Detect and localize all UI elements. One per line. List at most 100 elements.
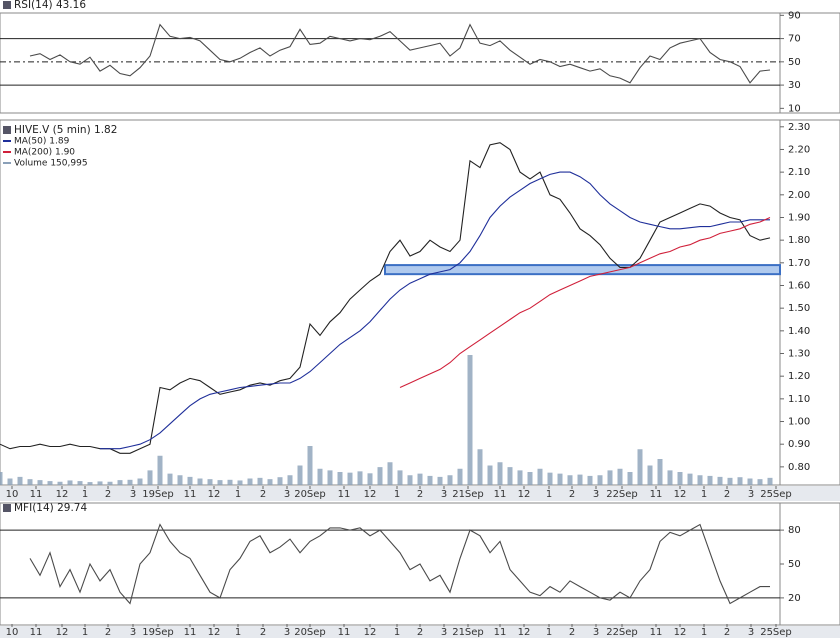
volume-bar <box>677 472 683 485</box>
panel-title: MFI(14) 29.74 <box>14 502 87 514</box>
x-tick-label: 22Sep <box>606 489 638 500</box>
y-tick-label: 1.00 <box>788 417 810 428</box>
x-tick-label: 12 <box>208 627 221 638</box>
x-tick-label: 25Sep <box>760 627 792 638</box>
x-tick-label: 22Sep <box>606 627 638 638</box>
volume-bar <box>437 476 443 485</box>
volume-bar <box>737 477 743 485</box>
volume-bar <box>447 475 453 485</box>
series-line <box>0 142 771 454</box>
title-icon <box>3 126 11 134</box>
y-tick-label: 1.70 <box>788 258 810 269</box>
x-tick-label: 3 <box>593 627 599 638</box>
x-tick-label: 19Sep <box>142 489 174 500</box>
x-axis-band <box>0 626 840 638</box>
x-tick-label: 1 <box>394 489 400 500</box>
x-tick-label: 12 <box>518 489 531 500</box>
x-tick-label: 3 <box>130 627 136 638</box>
volume-bar <box>187 476 193 485</box>
volume-bar <box>487 465 493 485</box>
series-line <box>29 523 770 605</box>
x-tick-label: 2 <box>417 489 423 500</box>
volume-bar <box>637 449 643 485</box>
x-tick-label: 2 <box>569 489 575 500</box>
x-tick-label: 11 <box>338 489 351 500</box>
x-tick-label: 20Sep <box>294 489 326 500</box>
volume-bar <box>227 479 233 485</box>
volume-bar <box>257 477 263 485</box>
volume-bar <box>217 480 223 485</box>
x-tick-label: 2 <box>417 627 423 638</box>
volume-bar <box>467 355 473 485</box>
x-tick-label: 10 <box>6 489 19 500</box>
x-tick-label: 3 <box>130 489 136 500</box>
volume-bar <box>547 472 553 485</box>
y-tick-label: 1.20 <box>788 371 810 382</box>
volume-bar <box>37 480 43 485</box>
title-icon <box>3 504 11 512</box>
highlight-band <box>384 264 781 276</box>
x-tick-label: 12 <box>56 489 69 500</box>
volume-bar <box>7 478 13 485</box>
volume-bar <box>627 472 633 485</box>
volume-bar <box>757 479 763 485</box>
x-tick-label: 20Sep <box>294 627 326 638</box>
panel-title: HIVE.V (5 min) 1.82 <box>14 124 117 136</box>
volume-bar <box>607 470 613 485</box>
volume-bar <box>237 480 243 485</box>
y-tick-label: 70 <box>788 34 801 45</box>
volume-bar <box>87 482 93 485</box>
y-tick-label: 1.10 <box>788 394 810 405</box>
x-tick-label: 12 <box>364 489 377 500</box>
volume-bar <box>377 467 383 485</box>
x-tick-label: 21Sep <box>452 489 484 500</box>
series-line <box>399 216 771 389</box>
y-tick-label: 1.80 <box>788 235 810 246</box>
x-tick-label: 2 <box>105 627 111 638</box>
x-tick-label: 21Sep <box>452 627 484 638</box>
volume-bar <box>57 481 63 485</box>
x-tick-label: 11 <box>494 489 507 500</box>
x-tick-label: 1 <box>701 489 707 500</box>
x-tick-label: 2 <box>724 627 730 638</box>
volume-bar <box>157 455 163 485</box>
x-tick-label: 1 <box>394 627 400 638</box>
volume-bar <box>387 462 393 485</box>
panel-frame <box>0 12 840 114</box>
x-tick-label: 3 <box>284 627 290 638</box>
y-tick-label: 1.40 <box>788 326 810 337</box>
volume-bar <box>357 471 363 485</box>
x-tick-label: 1 <box>235 489 241 500</box>
volume-bar <box>327 470 333 485</box>
volume-bar <box>0 472 3 485</box>
x-tick-label: 10 <box>6 627 19 638</box>
volume-bar <box>407 475 413 485</box>
x-tick-label: 1 <box>82 489 88 500</box>
x-tick-label: 1 <box>82 627 88 638</box>
volume-bar <box>367 473 373 485</box>
x-tick-label: 2 <box>569 627 575 638</box>
y-tick-label: 20 <box>788 593 801 604</box>
volume-bar <box>347 472 353 485</box>
x-tick-label: 2 <box>260 489 266 500</box>
x-tick-label: 2 <box>724 489 730 500</box>
volume-bar <box>397 470 403 485</box>
volume-bar <box>687 473 693 485</box>
volume-bar <box>107 481 113 485</box>
x-tick-label: 11 <box>650 627 663 638</box>
y-tick-label: 50 <box>788 57 801 68</box>
volume-bar <box>67 480 73 485</box>
y-tick-label: 10 <box>788 103 801 114</box>
x-tick-label: 3 <box>284 489 290 500</box>
x-tick-label: 2 <box>260 627 266 638</box>
legend-label: Volume 150,995 <box>14 159 88 169</box>
volume-bar <box>707 475 713 485</box>
volume-bar <box>567 475 573 485</box>
y-tick-label: 90 <box>788 10 801 21</box>
x-tick-label: 12 <box>674 627 687 638</box>
volume-bar <box>747 478 753 485</box>
x-tick-label: 3 <box>748 489 754 500</box>
x-tick-label: 11 <box>184 627 197 638</box>
